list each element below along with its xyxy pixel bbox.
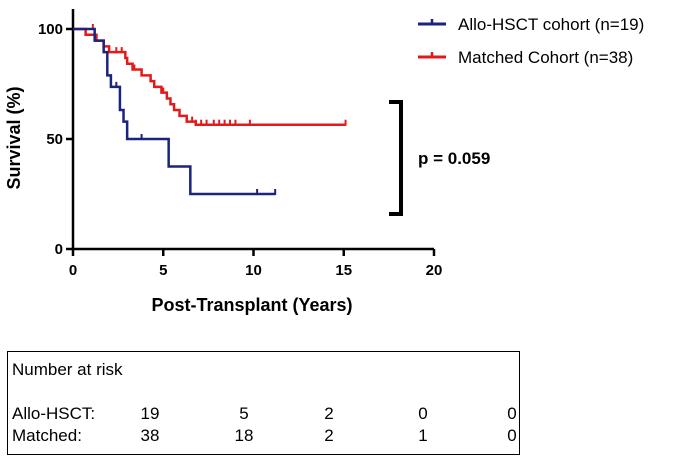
risk-value: 0 — [418, 404, 428, 423]
x-tick-label: 20 — [426, 262, 443, 279]
risk-row-allo: Allo-HSCT: 19 5 2 0 0 — [12, 404, 517, 424]
chart-legend: Allo-HSCT cohort (n=19) Matched Cohort (n… — [418, 15, 644, 67]
risk-value: 1 — [418, 426, 428, 445]
risk-table-title: Number at risk — [12, 360, 123, 379]
x-tick-label: 15 — [335, 262, 352, 279]
p-value-annotation: p = 0.059 — [418, 149, 490, 168]
x-tick-label: 10 — [245, 262, 262, 279]
risk-value: 19 — [140, 404, 160, 423]
risk-value: 18 — [234, 426, 254, 445]
significance-bracket — [389, 100, 403, 216]
survival-chart: 0 50 100 0 5 10 15 20 Allo-HSCT cohort (n=19) Ma… — [4, 9, 644, 315]
chart-series — [73, 24, 347, 196]
y-tick-label: 0 — [55, 241, 63, 258]
risk-value: 0 — [507, 426, 517, 445]
risk-value: 38 — [140, 426, 160, 445]
risk-row-label: Matched: — [12, 426, 82, 445]
risk-value: 2 — [324, 404, 334, 423]
x-tick-label: 5 — [159, 262, 167, 279]
y-tick-label: 50 — [46, 131, 63, 148]
risk-value: 0 — [507, 404, 517, 423]
chart-axes: 0 50 100 0 5 10 15 20 — [38, 9, 442, 279]
risk-value: 5 — [239, 404, 249, 423]
risk-value: 2 — [324, 426, 334, 445]
risk-row-matched: Matched: 38 18 2 1 0 — [12, 426, 517, 446]
legend-label: Matched Cohort (n=38) — [458, 48, 633, 67]
y-tick-label: 100 — [38, 21, 63, 38]
legend-label: Allo-HSCT cohort (n=19) — [458, 15, 644, 34]
y-axis-label: Survival (%) — [4, 86, 24, 189]
x-axis-label: Post-Transplant (Years) — [151, 295, 352, 315]
series-line-1 — [73, 27, 346, 126]
risk-row-label: Allo-HSCT: — [12, 404, 96, 423]
number-at-risk-table: Number at risk Allo-HSCT: 19 5 2 0 0 Mat… — [7, 351, 520, 455]
series-line-0 — [73, 27, 276, 196]
x-tick-label: 0 — [69, 262, 77, 279]
